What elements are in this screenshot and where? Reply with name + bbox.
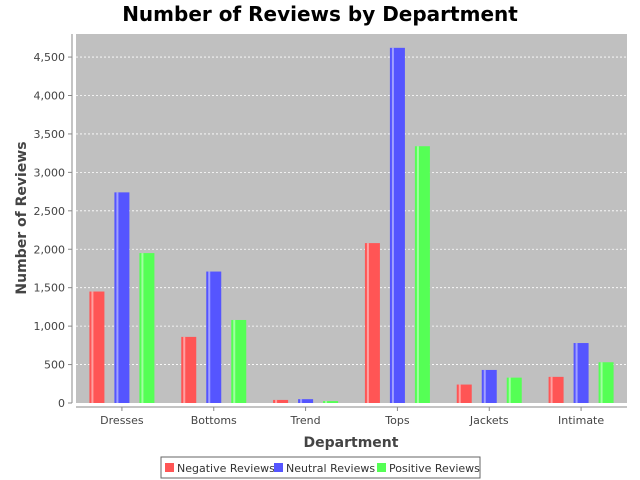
x-tick-label: Jackets <box>469 414 509 427</box>
bar-highlight <box>600 362 603 403</box>
y-tick-label: 4,000 <box>34 90 66 103</box>
x-tick-label: Bottoms <box>191 414 237 427</box>
legend-swatch <box>377 463 386 472</box>
bar <box>414 146 430 404</box>
bar-highlight <box>91 291 94 403</box>
bar <box>298 399 314 403</box>
bar <box>323 401 339 403</box>
y-tick-label: 0 <box>58 397 65 410</box>
legend-label: Positive Reviews <box>389 462 480 475</box>
y-tick-label: 2,500 <box>34 205 66 218</box>
bar-highlight <box>508 377 511 403</box>
y-tick-label: 1,500 <box>34 282 66 295</box>
x-tick-label: Intimate <box>558 414 604 427</box>
bar-highlight <box>233 319 236 403</box>
bar <box>598 362 614 403</box>
y-tick-label: 3,000 <box>34 166 66 179</box>
y-tick-label: 1,000 <box>34 320 66 333</box>
x-tick-label: Trend <box>290 414 321 427</box>
bar-highlight <box>116 192 119 403</box>
legend-swatch <box>165 463 174 472</box>
y-tick-label: 500 <box>44 359 65 372</box>
chart-title: Number of Reviews by Department <box>122 2 518 26</box>
bar-highlight <box>550 376 553 403</box>
x-tick-label: Tops <box>384 414 410 427</box>
bar-highlight <box>183 336 186 403</box>
bar <box>273 399 289 403</box>
bar <box>89 291 105 403</box>
y-ticks: 0 500 1,000 1,500 2,000 2,500 3,000 3,500 4,000 4… <box>34 51 72 410</box>
bar-highlight <box>391 47 394 404</box>
bar <box>181 336 197 403</box>
bar-highlight <box>458 384 461 403</box>
y-tick-label: 4,500 <box>34 51 66 64</box>
legend-label: Negative Reviews <box>177 462 275 475</box>
legend: Negative Reviews Neutral Reviews Positive … <box>160 456 481 479</box>
bar-highlight <box>366 243 369 403</box>
x-ticks: Dresses Bottoms Trend Tops Jackets Intimate <box>100 407 604 427</box>
bar-highlight <box>416 146 419 404</box>
y-axis-label: Number of Reviews <box>14 141 30 294</box>
bar <box>481 369 497 403</box>
x-axis-label: Department <box>304 435 399 451</box>
legend-label: Neutral Reviews <box>286 462 375 475</box>
bar-highlight <box>275 399 278 403</box>
bar <box>548 376 564 403</box>
bars <box>89 47 614 404</box>
bar-highlight <box>300 399 303 403</box>
bar <box>139 253 155 403</box>
bar <box>364 243 380 403</box>
bar <box>573 343 589 403</box>
bar <box>206 271 222 403</box>
bar <box>389 47 405 404</box>
y-tick-label: 2,000 <box>34 243 66 256</box>
bar-highlight <box>575 343 578 403</box>
legend-box <box>160 456 481 479</box>
bar <box>456 384 472 403</box>
bar-highlight <box>483 369 486 403</box>
bar-highlight <box>208 271 211 403</box>
bar <box>114 192 130 403</box>
bar-highlight <box>141 253 144 403</box>
x-tick-label: Dresses <box>100 414 144 427</box>
plot-area <box>76 34 627 403</box>
bar <box>231 319 247 403</box>
legend-swatch <box>274 463 283 472</box>
bar-highlight <box>325 401 328 403</box>
y-tick-label: 3,500 <box>34 128 66 141</box>
bar <box>506 377 522 403</box>
